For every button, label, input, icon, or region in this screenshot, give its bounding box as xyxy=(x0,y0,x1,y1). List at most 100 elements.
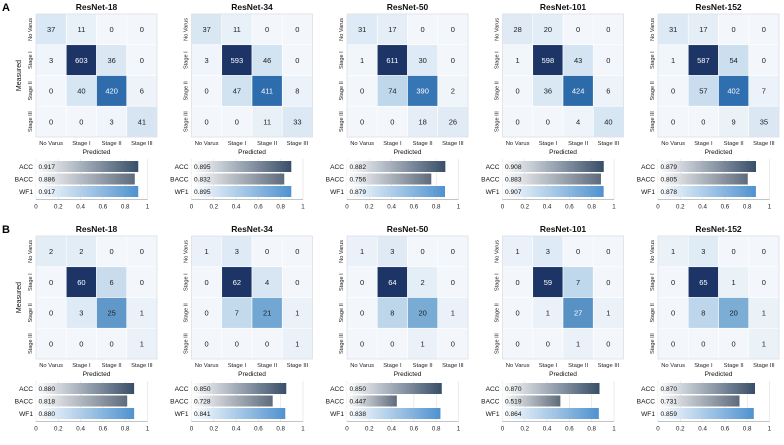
metric-label: BACC xyxy=(481,177,500,184)
metrics-bars-a-resnet-18: 0 0.2 0.4 0.6 0.8 1 ACC 0.917 BACC 0.886 WF1 0.917 xyxy=(15,159,150,211)
matrix-row-label: Stage III xyxy=(184,111,190,132)
matrix-cell-value: 11 xyxy=(263,117,271,126)
matrix-cell xyxy=(65,297,97,329)
matrix-xlabel: Predicted xyxy=(705,149,733,156)
matrix-cell xyxy=(687,327,719,360)
matrix-cell xyxy=(65,266,97,298)
metric-label: ACC xyxy=(330,386,344,393)
matrix-row-label: Stage II xyxy=(650,81,656,101)
metric-label: BACC xyxy=(326,399,345,406)
matrix-cell xyxy=(35,13,67,46)
matrix-cell xyxy=(687,297,719,329)
matrix-cell xyxy=(718,44,750,76)
matrix-col-label: Stage II xyxy=(413,141,433,147)
matrix-cell-value: 0 xyxy=(390,339,394,348)
matrix-cell-value: 0 xyxy=(671,278,675,287)
matrix-cell xyxy=(657,235,689,268)
metrics-xtick: 0.8 xyxy=(432,204,441,211)
matrix-cell xyxy=(281,327,313,360)
matrix-cell-value: 27 xyxy=(574,309,582,318)
matrix-cell xyxy=(718,266,750,298)
matrix-cell-value: 402 xyxy=(727,87,740,96)
metrics-xtick: 0.6 xyxy=(254,204,263,211)
matrix-cell xyxy=(65,13,97,46)
matrix-cell xyxy=(502,75,534,107)
matrix-title: ResNet-18 xyxy=(76,224,118,234)
matrix-cell xyxy=(65,44,97,76)
matrix-cell-value: 3 xyxy=(235,247,239,256)
confusion-matrix-b-resnet-34: ResNet-34 1 3 0 0 0 62 4 0 0 7 21 1 0 0 0 1 No Varus Stage… xyxy=(184,224,313,378)
matrix-cell xyxy=(126,235,158,268)
matrix-cell xyxy=(191,266,223,298)
metric-value: 0.883 xyxy=(505,177,522,184)
metrics-xtick: 0.8 xyxy=(121,204,130,211)
metric-value: 0.870 xyxy=(661,386,678,393)
metrics-xtick: 0.2 xyxy=(209,204,218,211)
matrix-col-label: Stage I xyxy=(228,141,247,147)
matrix-cell-value: 30 xyxy=(418,56,426,65)
matrix-cell-value: 46 xyxy=(263,56,271,65)
matrix-row-label: Stage I xyxy=(495,51,501,69)
metrics-xtick: 0.8 xyxy=(432,426,441,433)
metric-value: 0.908 xyxy=(505,164,522,171)
metrics-xtick: 0.4 xyxy=(698,426,707,433)
matrix-cell-value: 65 xyxy=(699,278,707,287)
matrix-row-label: Stage II xyxy=(28,81,34,101)
matrix-cell-value: 0 xyxy=(140,278,144,287)
matrix-cell xyxy=(562,105,594,138)
matrix-row-label: No Varus xyxy=(495,18,501,41)
matrix-row-label: Stage II xyxy=(495,81,501,101)
matrix-row-label: No Varus xyxy=(28,18,34,41)
matrix-cell-value: 2 xyxy=(421,278,425,287)
matrix-cell-value: 0 xyxy=(140,247,144,256)
matrix-cell xyxy=(532,13,564,46)
panel-label-b: B xyxy=(2,224,10,236)
matrix-cell-value: 36 xyxy=(544,87,552,96)
matrix-cell-value: 390 xyxy=(416,87,429,96)
metric-bar-bacc xyxy=(502,395,561,407)
metrics-xtick: 0.6 xyxy=(721,204,730,211)
metrics-xtick: 0.6 xyxy=(254,426,263,433)
matrix-row-label: No Varus xyxy=(184,18,190,41)
metrics-xtick: 0.2 xyxy=(54,204,63,211)
matrix-cell-value: 0 xyxy=(516,117,520,126)
metric-bar-acc xyxy=(347,383,442,394)
metrics-xtick: 0.6 xyxy=(721,426,730,433)
matrix-cell-value: 64 xyxy=(388,278,396,287)
matrix-col-label: No Varus xyxy=(195,141,219,147)
matrix-cell xyxy=(65,75,97,107)
matrix-title: ResNet-101 xyxy=(540,224,587,234)
metric-label: ACC xyxy=(641,386,655,393)
matrix-title: ResNet-50 xyxy=(387,224,429,234)
matrix-cell-value: 0 xyxy=(546,117,550,126)
matrix-cell-value: 11 xyxy=(77,25,85,34)
matrix-cell-value: 26 xyxy=(449,117,457,126)
metric-value: 0.447 xyxy=(350,399,367,406)
matrix-cell xyxy=(562,44,594,76)
matrix-cell-value: 3 xyxy=(205,56,209,65)
matrix-frame xyxy=(657,235,780,360)
matrix-cell-value: 37 xyxy=(47,25,55,34)
matrix-cell xyxy=(221,75,253,107)
metric-label: BACC xyxy=(326,177,345,184)
matrix-cell xyxy=(718,327,750,360)
matrix-cell-value: 33 xyxy=(293,117,301,126)
matrix-cell-value: 1 xyxy=(576,339,580,348)
confusion-matrix-a-resnet-152: ResNet-152 31 17 0 0 1 587 54 0 0 57 402 7 0 0 9 35 No Va… xyxy=(650,2,780,156)
matrix-row-label: Stage I xyxy=(184,273,190,291)
matrix-title: ResNet-18 xyxy=(76,2,118,12)
metric-label: ACC xyxy=(19,164,33,171)
metrics-bars-b-resnet-18: 0 0.2 0.4 0.6 0.8 1 ACC 0.880 BACC 0.818 WF1 0.880 xyxy=(15,381,150,433)
metric-label: WF1 xyxy=(641,189,655,196)
matrix-cell xyxy=(251,327,283,360)
metrics-xtick: 0.8 xyxy=(743,426,752,433)
matrix-cell xyxy=(96,327,128,360)
matrix-col-label: No Varus xyxy=(195,363,219,369)
metrics-xtick: 0 xyxy=(501,204,505,211)
matrix-col-label: No Varus xyxy=(39,141,63,147)
matrix-cell xyxy=(532,44,564,76)
matrix-cell-value: 0 xyxy=(49,117,53,126)
matrix-col-label: Stage I xyxy=(383,141,402,147)
matrix-cell-value: 593 xyxy=(231,56,244,65)
metrics-xtick: 0.4 xyxy=(232,204,241,211)
